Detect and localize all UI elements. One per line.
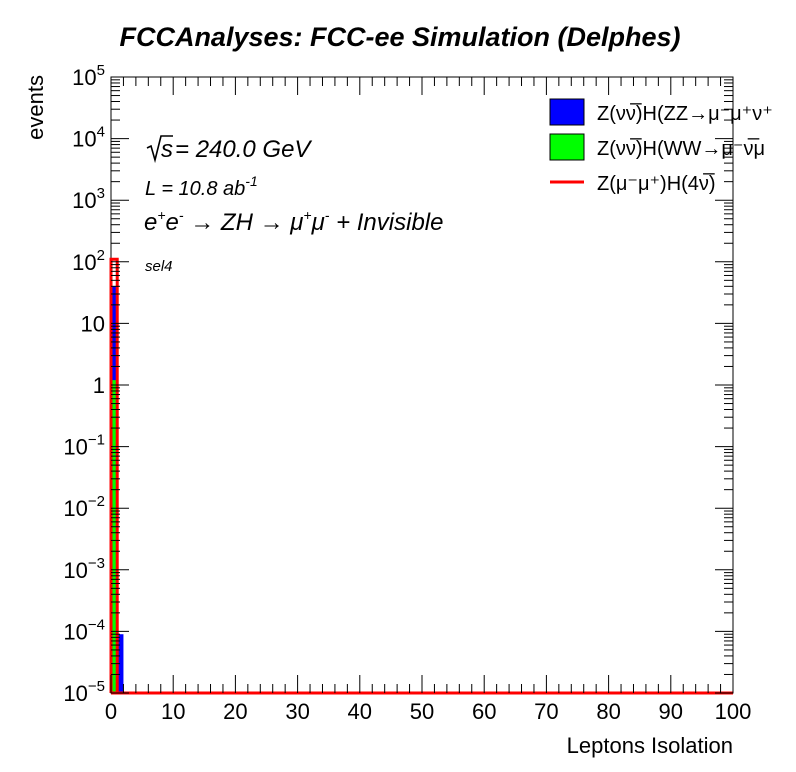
axis-ticks <box>110 76 734 694</box>
y-tick-label-3: 103 <box>72 185 105 213</box>
process-label: e+e- → ZH → μ+μ- + Invisible <box>144 207 443 236</box>
proc-tail: + Invisible <box>329 209 443 236</box>
sqrt-s-number: 240.0 GeV <box>195 136 313 163</box>
sqrt-symbol <box>146 135 173 164</box>
y-tick-label--2: 10−2 <box>63 493 105 521</box>
x-tick-label-7: 70 <box>534 699 558 724</box>
y-tick-label--1: 10−1 <box>63 432 105 460</box>
x-tick-labels: 0 10 20 30 40 50 60 70 80 90 100 <box>105 699 751 724</box>
plot-frame <box>110 76 734 694</box>
x-tick-label-5: 50 <box>410 699 434 724</box>
legend: Z(νν̅)H(ZZ→μ⁻μ⁺ν⁺ Z(νν̅)H(WW→μ⁻ν̅μ Z(μ⁻μ⁺)… <box>549 98 773 195</box>
x-tick-label-8: 80 <box>596 699 620 724</box>
selection-label: sel4 <box>145 258 173 275</box>
y-tick-label--5: 10−5 <box>63 678 105 706</box>
legend-label-0: Z(νν̅)H(ZZ→μ⁻μ⁺ν⁺ <box>597 102 773 125</box>
x-tick-label-4: 40 <box>348 699 372 724</box>
x-tick-label-3: 30 <box>285 699 309 724</box>
x-tick-label-2: 20 <box>223 699 247 724</box>
legend-label-2: Z(μ⁻μ⁺)H(4ν̅) <box>597 172 716 195</box>
legend-swatch-0 <box>549 98 585 126</box>
x-tick-label-10: 100 <box>715 699 752 724</box>
sqrt-s-var: s <box>161 136 173 163</box>
x-tick-label-6: 60 <box>472 699 496 724</box>
y-tick-label-2: 102 <box>72 247 105 275</box>
x-axis-label: Leptons Isolation <box>567 733 733 758</box>
y-tick-label-4: 104 <box>72 124 105 152</box>
x-tick-label-1: 10 <box>161 699 185 724</box>
x-tick-label-0: 0 <box>105 699 117 724</box>
plot-title: FCCAnalyses: FCC-ee Simulation (Delphes) <box>119 22 680 52</box>
proc-sup1: + <box>157 207 165 223</box>
series-0-bin-1 <box>117 634 124 693</box>
proc-e2: e <box>166 209 179 236</box>
y-tick-label-0: 1 <box>93 373 105 398</box>
y-tick-label-5: 105 <box>72 62 105 90</box>
proc-sup2: - <box>179 207 184 223</box>
series-1-bin-0 <box>111 380 118 693</box>
histogram-bars <box>109 257 733 695</box>
proc-sup3: + <box>303 207 311 223</box>
luminosity-label: L = 10.8 ab-1 <box>145 173 258 200</box>
proc-sup4: - <box>325 207 330 223</box>
proc-mid: → ZH → μ <box>184 209 304 236</box>
proc-e1: e <box>144 209 157 236</box>
legend-swatch-1 <box>549 133 585 161</box>
y-tick-labels: 10−5 10−4 10−3 10−2 10−1 1 10 102 103 104 105 <box>63 62 105 706</box>
sqrt-s-annotation: s = 240.0 GeV <box>146 135 312 164</box>
sqrt-s-value: = 240.0 GeV <box>175 136 312 163</box>
proc-mu2: μ <box>311 209 325 236</box>
y-tick-label--4: 10−4 <box>63 616 105 644</box>
y-axis-label: events <box>23 75 48 140</box>
series-2-bin-0 <box>109 257 733 695</box>
lumi-exponent: -1 <box>245 173 257 189</box>
x-tick-label-9: 90 <box>659 699 683 724</box>
legend-label-1: Z(νν̅)H(WW→μ⁻ν̅μ <box>597 137 765 160</box>
y-tick-label-1: 10 <box>81 311 105 336</box>
lumi-prefix: L = 10.8 ab <box>145 178 245 200</box>
y-tick-label--3: 10−3 <box>63 555 105 583</box>
